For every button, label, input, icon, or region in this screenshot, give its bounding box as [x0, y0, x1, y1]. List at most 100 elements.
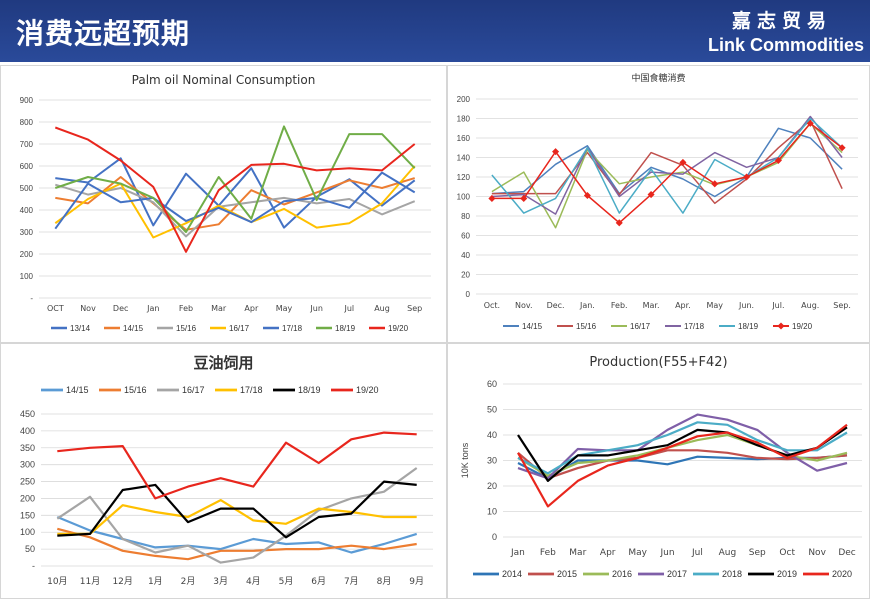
y-tick-label: 600: [20, 162, 34, 171]
x-tick-label: Jan.: [579, 301, 595, 310]
x-tick-label: Oct: [779, 548, 795, 558]
chart-title: Production(F55+F42): [589, 355, 727, 370]
x-tick-label: Dec: [838, 548, 855, 558]
y-tick-label: 200: [20, 493, 35, 503]
slide-title: 消费远超预期: [16, 17, 191, 50]
y-tick-label: 350: [20, 443, 35, 453]
y-tick-label: 0: [466, 290, 471, 299]
y-tick-label: 500: [20, 184, 34, 193]
x-tick-label: Jul: [344, 304, 355, 313]
y-tick-label: 200: [457, 95, 471, 104]
legend-label: 14/15: [123, 324, 144, 333]
y-tick-label: 140: [457, 154, 471, 163]
x-tick-label: Apr: [244, 304, 259, 313]
x-tick-label: Sep: [749, 548, 766, 558]
x-tick-label: Mar: [211, 304, 227, 313]
production-chart: Production(F55+F42) 0 10 20 30 40 50 60 Jan Feb Ma…: [460, 355, 862, 579]
y-tick-label: 80: [461, 212, 470, 221]
series-line-19/20: [54, 126, 416, 253]
legend-label: 19/20: [388, 324, 409, 333]
y-tick-label: 40: [461, 251, 470, 260]
chart-title: 豆油饲用: [193, 354, 253, 372]
x-tick-label: Aug: [719, 548, 737, 558]
x-tick-label: May: [628, 548, 647, 558]
x-tick-label: Oct.: [484, 301, 500, 310]
data-point: [520, 194, 528, 202]
x-tick-label: 5月: [279, 576, 294, 587]
legend-label: 2019: [777, 569, 797, 579]
x-tick-label: 4月: [246, 576, 261, 587]
legend-label: 14/15: [66, 385, 89, 395]
y-tick-label: 400: [20, 426, 35, 436]
y-tick-label: 180: [457, 115, 471, 124]
x-tick-label: Feb.: [611, 301, 628, 310]
y-tick-label: 400: [20, 206, 34, 215]
y-tick-label: 50: [25, 544, 35, 554]
x-tick-label: Nov: [80, 304, 96, 313]
legend-label: 19/20: [792, 322, 813, 331]
x-tick-label: Mar.: [643, 301, 660, 310]
x-tick-label: OCT: [47, 304, 64, 313]
legend-label: 16/17: [229, 324, 250, 333]
y-tick-label: 900: [20, 96, 34, 105]
legend-label: 15/16: [124, 385, 147, 395]
legend-label: 2018: [722, 569, 742, 579]
legend-label: 15/16: [176, 324, 197, 333]
legend-label: 17/18: [684, 322, 705, 331]
y-tick-label: 150: [20, 510, 35, 520]
chart-title: 中国食糖消费: [631, 72, 685, 84]
y-tick-label: -: [30, 294, 33, 303]
legend-label: 19/20: [356, 385, 379, 395]
x-tick-label: Jan: [146, 304, 159, 313]
data-point: [615, 219, 623, 227]
x-tick-label: Nov: [808, 548, 826, 558]
series-line-19/20: [57, 431, 417, 500]
y-tick-label: 100: [20, 527, 35, 537]
series-line-2015: [517, 449, 848, 480]
legend-label: 2020: [832, 569, 852, 579]
series-line-2019: [517, 426, 848, 482]
series-line-16/17: [54, 165, 416, 239]
production-chart-panel: Production(F55+F42) 0 10 20 30 40 50 60 Jan Feb Ma…: [447, 343, 870, 599]
legend-label: 2014: [502, 569, 522, 579]
x-tick-label: Jun: [309, 304, 323, 313]
legend-label: 2016: [612, 569, 632, 579]
y-tick-label: 0: [492, 532, 497, 542]
y-tick-label: 450: [20, 409, 35, 419]
x-tick-label: 3月: [213, 576, 228, 587]
series-line-14/15: [56, 515, 418, 554]
x-tick-label: 10月: [47, 576, 67, 587]
series-line-16/17: [491, 122, 843, 229]
y-tick-label: 250: [20, 477, 35, 487]
soyoil-feed-chart: 豆油饲用 - 50 100 150 200 250 300 350 400 450 10月 11月 12月…: [20, 354, 433, 587]
x-tick-label: Nov.: [515, 301, 533, 310]
x-tick-label: Feb: [179, 304, 193, 313]
legend-label: 15/16: [576, 322, 597, 331]
y-tick-label: 20: [461, 271, 470, 280]
x-tick-label: May: [706, 301, 723, 310]
x-tick-label: Sep: [407, 304, 422, 313]
series-line-15/16: [55, 183, 416, 238]
sugar-chart-panel: 中国食糖消费 0 20 40 60 80 100 120 140 160 180 200 Oct. Nov…: [447, 65, 870, 343]
y-tick-label: 300: [20, 460, 35, 470]
series-line-18/19: [57, 480, 417, 539]
legend-label: 16/17: [630, 322, 651, 331]
series-line-17/18: [54, 171, 416, 230]
legend-label: 17/18: [240, 385, 263, 395]
y-tick-label: 800: [20, 118, 34, 127]
series-line-14/15: [55, 176, 415, 231]
x-tick-label: Jul: [691, 548, 703, 558]
x-tick-label: May: [276, 304, 293, 313]
x-tick-label: 2月: [181, 576, 196, 587]
y-tick-label: 40: [487, 430, 497, 440]
series-line-15/16: [491, 119, 843, 205]
series-line-17/18: [57, 499, 417, 535]
series-line-2017: [517, 413, 848, 480]
x-tick-label: 1月: [148, 576, 163, 587]
data-point: [806, 119, 814, 127]
x-tick-label: Dec: [113, 304, 128, 313]
data-point: [711, 180, 719, 188]
y-tick-label: 30: [487, 456, 497, 466]
y-tick-label: 120: [457, 173, 471, 182]
y-tick-label: 300: [20, 228, 34, 237]
